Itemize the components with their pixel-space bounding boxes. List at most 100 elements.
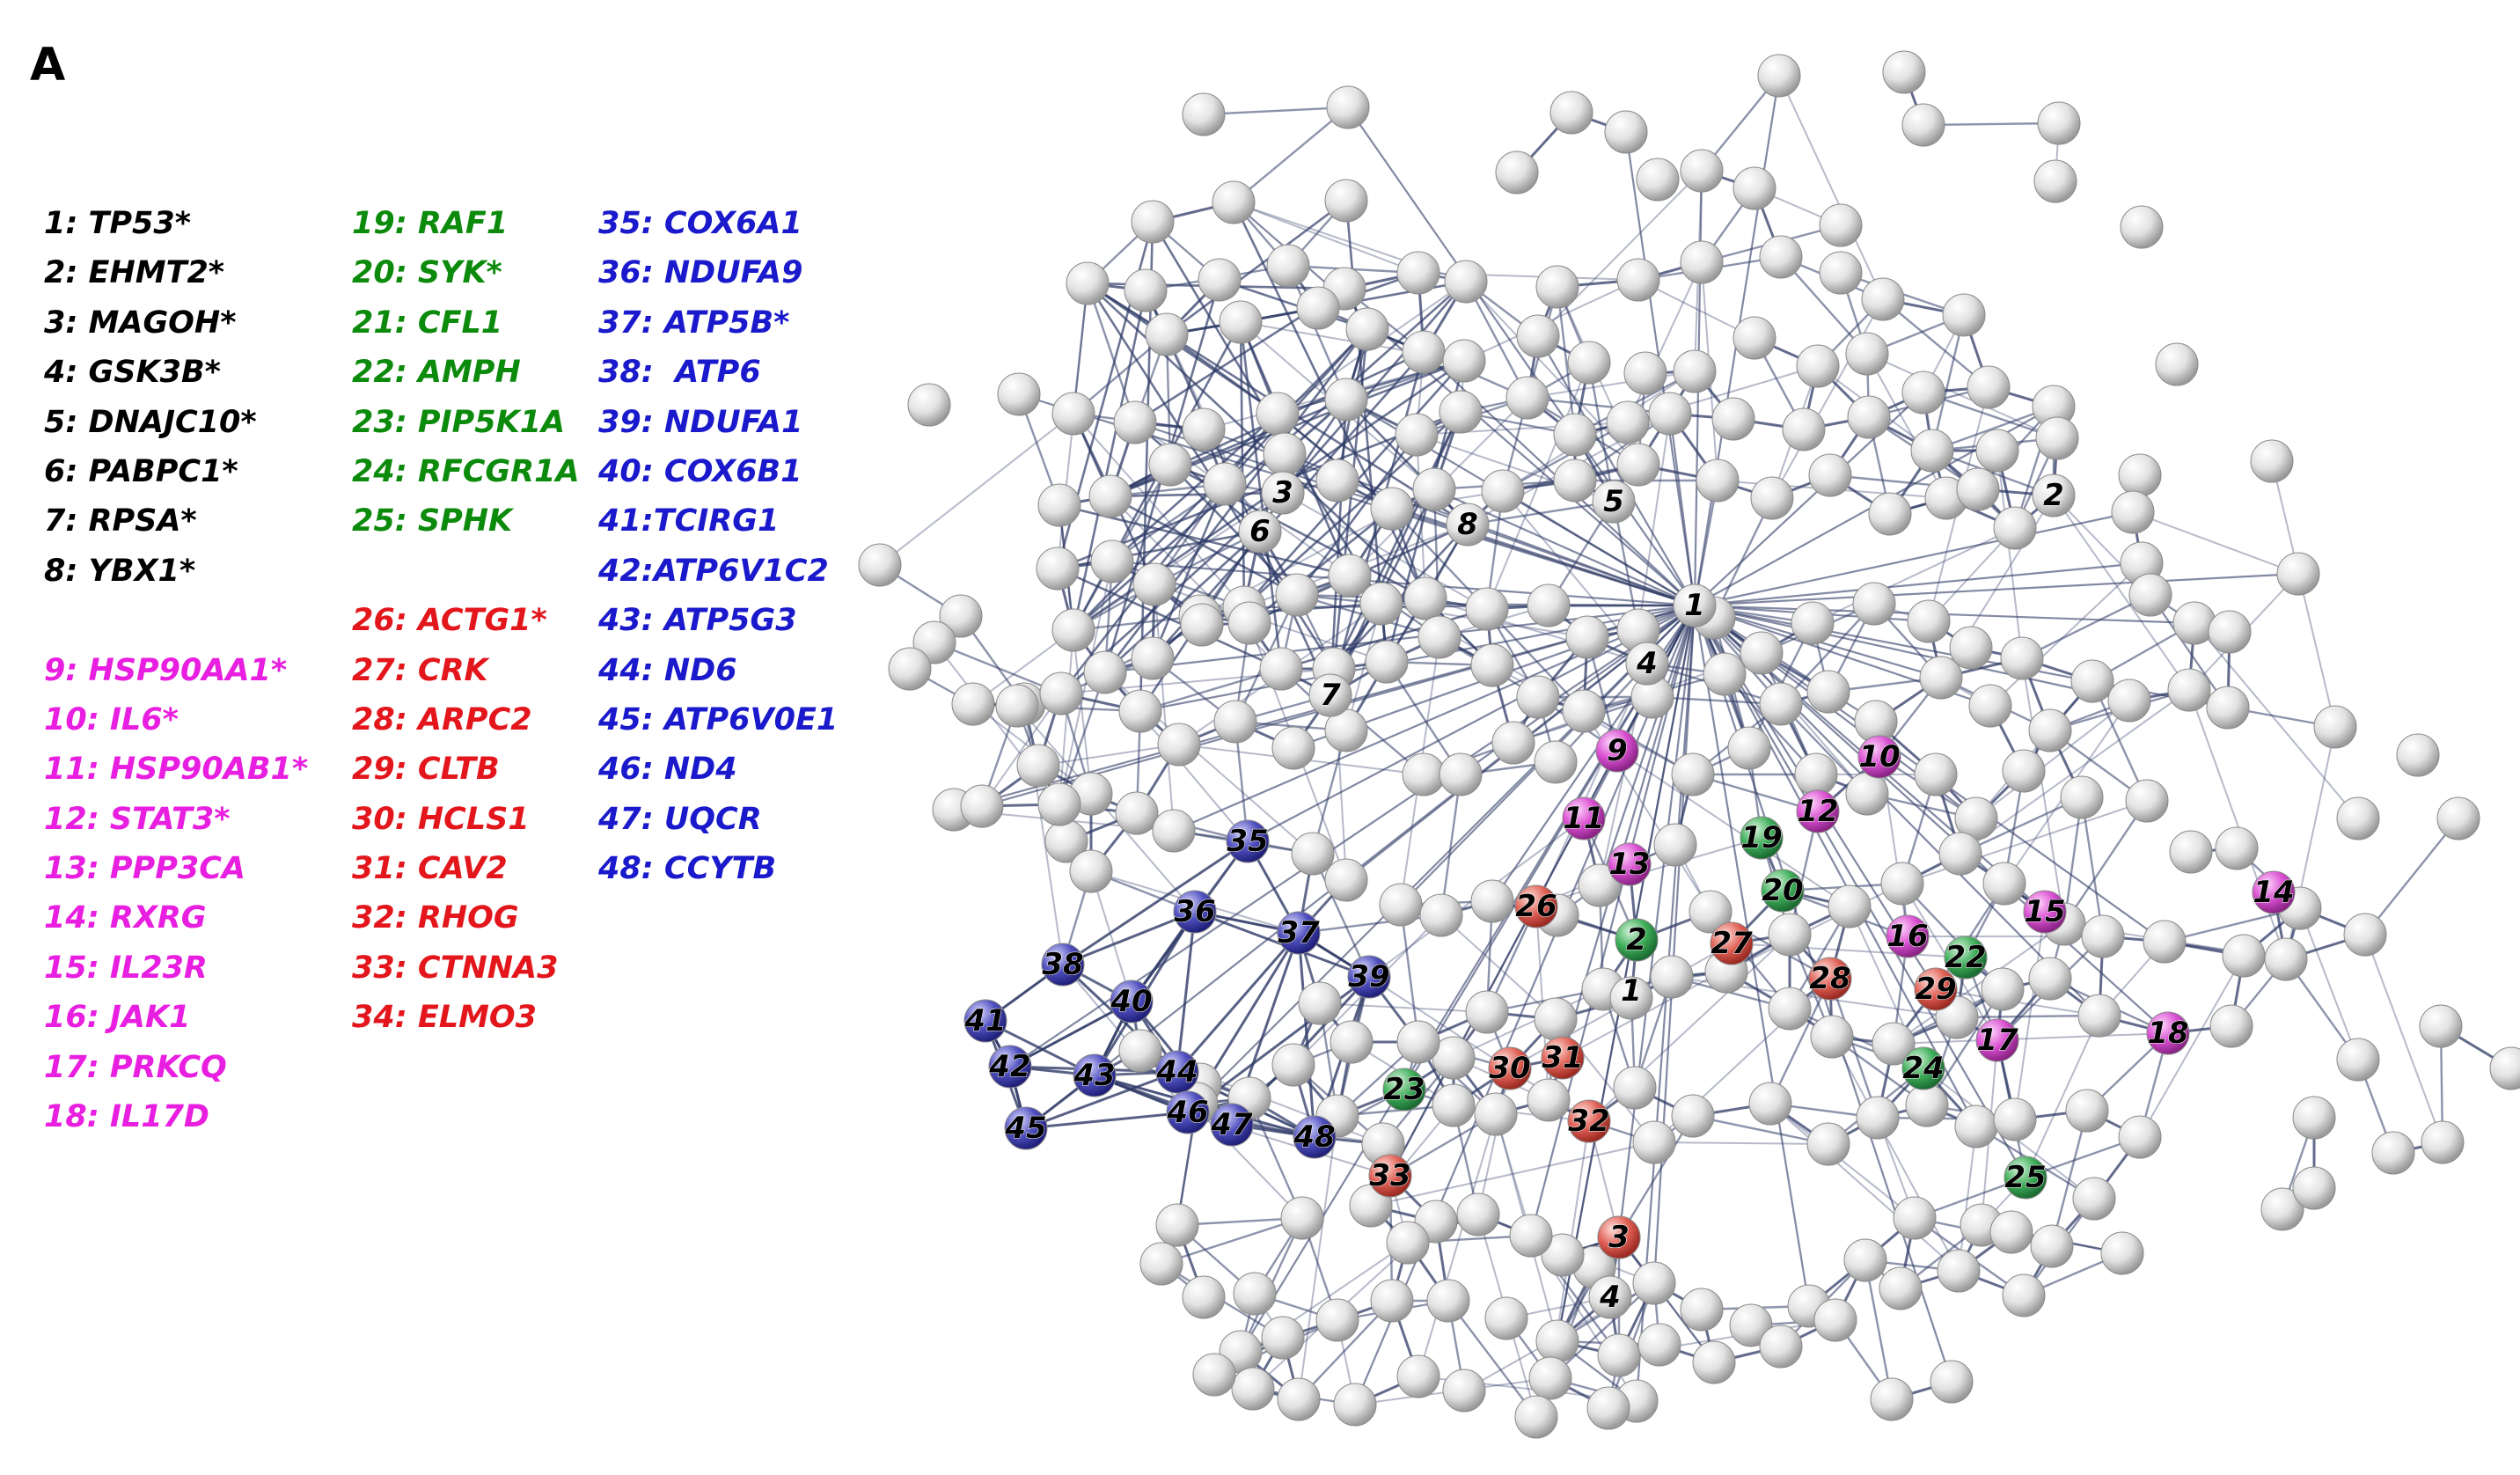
protein-node bbox=[1609, 976, 1653, 1020]
network-edge bbox=[1556, 286, 1577, 436]
network-edge bbox=[1956, 1014, 2100, 1019]
protein-node bbox=[1155, 1203, 1199, 1247]
protein-node bbox=[1379, 883, 1423, 927]
node-label: 29 bbox=[1915, 972, 1956, 1007]
protein-node-magenta bbox=[2146, 1011, 2190, 1055]
node-label: 35 bbox=[1227, 824, 1268, 859]
legend-entry: 44: ND6 bbox=[598, 652, 737, 688]
protein-node bbox=[1673, 349, 1717, 393]
legend-entry: 36: NDUFA9 bbox=[598, 255, 803, 291]
node-label: 12 bbox=[1797, 794, 1838, 829]
protein-node bbox=[960, 784, 1004, 828]
node-label: 19 bbox=[1740, 820, 1782, 855]
protein-node bbox=[1806, 1122, 1850, 1166]
protein-node bbox=[1516, 314, 1560, 358]
protein-node bbox=[1090, 539, 1134, 583]
protein-node bbox=[1259, 647, 1303, 691]
protein-node-red bbox=[1597, 1215, 1641, 1259]
protein-node bbox=[1182, 1275, 1226, 1319]
protein-node bbox=[1768, 987, 1812, 1031]
protein-node bbox=[1759, 1325, 1803, 1369]
protein-node bbox=[1152, 809, 1196, 853]
protein-node-magenta bbox=[1595, 729, 1639, 773]
protein-node bbox=[1256, 392, 1300, 436]
node-label: 1 bbox=[1684, 588, 1705, 623]
network-edge bbox=[1587, 362, 1615, 503]
protein-node bbox=[1051, 608, 1095, 652]
legend-entry: 22: AMPH bbox=[352, 355, 521, 391]
protein-node bbox=[2125, 779, 2169, 823]
network-edge bbox=[1134, 422, 1261, 532]
protein-node bbox=[1819, 203, 1863, 247]
protein-node bbox=[1514, 1395, 1558, 1439]
legend-entry: 19: RAF1 bbox=[352, 206, 509, 241]
protein-node bbox=[1794, 752, 1838, 796]
protein-node bbox=[1315, 1298, 1359, 1342]
legend-column-blue: 35: COX6A1 36: NDUFA9 37: ATP5B* 38: ATP6 39… bbox=[598, 199, 838, 893]
protein-node bbox=[2222, 934, 2266, 978]
legend-entry: 32: RHOG bbox=[352, 900, 519, 936]
network-edge bbox=[1549, 1282, 1655, 1379]
protein-node bbox=[2028, 708, 2072, 752]
network-edge bbox=[1353, 605, 1696, 1405]
protein-node bbox=[1901, 371, 1945, 415]
protein-node bbox=[1036, 547, 1080, 591]
legend-entry: 27: CRK bbox=[352, 652, 488, 688]
protein-node bbox=[1828, 884, 1872, 928]
protein-node bbox=[1432, 1083, 1476, 1127]
protein-node bbox=[1131, 636, 1175, 680]
protein-node bbox=[1439, 390, 1483, 434]
protein-node bbox=[2167, 668, 2211, 712]
network-edge bbox=[1923, 391, 2058, 440]
protein-node-green bbox=[1761, 869, 1805, 913]
network-edge bbox=[1282, 492, 1488, 610]
node-label: 15 bbox=[2024, 894, 2065, 929]
protein-node bbox=[1872, 1022, 1916, 1066]
network-edge bbox=[2063, 800, 2148, 925]
protein-node bbox=[1910, 429, 1954, 473]
node-label: 30 bbox=[1489, 1051, 1530, 1086]
protein-node bbox=[1930, 1360, 1974, 1404]
network-edge bbox=[1059, 413, 1279, 694]
network-edge bbox=[2150, 594, 2229, 708]
node-label: 31 bbox=[1542, 1040, 1583, 1075]
network-edge bbox=[1693, 605, 1811, 1307]
protein-node bbox=[1456, 1192, 1500, 1237]
network-edge bbox=[1960, 796, 2083, 855]
protein-node bbox=[1982, 862, 2026, 906]
protein-node bbox=[1938, 832, 1982, 876]
node-label: 17 bbox=[1976, 1023, 2018, 1058]
network-edge bbox=[1637, 413, 1671, 631]
protein-node-magenta bbox=[1857, 735, 1901, 779]
network-edge bbox=[1139, 399, 1348, 712]
protein-node bbox=[1182, 407, 1226, 451]
protein-node bbox=[1759, 682, 1803, 726]
legend-entry: 6: PABPC1* bbox=[44, 453, 238, 489]
node-label: 2 bbox=[1626, 922, 1647, 958]
legend-entry: 41:TCIRG1 bbox=[598, 503, 780, 539]
protein-node bbox=[2037, 101, 2081, 145]
protein-node bbox=[1968, 684, 2012, 728]
protein-node bbox=[2028, 957, 2072, 1001]
protein-node-blue bbox=[1293, 1115, 1337, 1159]
network-edge bbox=[1930, 314, 1966, 451]
protein-node-blue bbox=[1155, 1050, 1199, 1094]
protein-node bbox=[1470, 643, 1514, 687]
protein-node bbox=[1271, 726, 1315, 770]
protein-node bbox=[1396, 251, 1440, 295]
node-label: 47 bbox=[1210, 1107, 1253, 1142]
protein-node bbox=[1880, 862, 1924, 906]
protein-node bbox=[1535, 265, 1579, 309]
protein-node bbox=[2072, 1177, 2116, 1221]
protein-node bbox=[1791, 601, 1835, 645]
protein-node bbox=[1308, 673, 1352, 717]
node-label: 20 bbox=[1762, 873, 1803, 908]
network-edge bbox=[1347, 106, 1696, 606]
node-label: 14 bbox=[2253, 875, 2294, 910]
protein-node bbox=[1118, 689, 1162, 733]
legend-entry: 38: ATP6 bbox=[598, 355, 761, 391]
protein-node bbox=[1213, 700, 1257, 744]
network-edge bbox=[1780, 256, 1868, 355]
node-label: 10 bbox=[1858, 739, 1900, 774]
protein-node bbox=[1813, 1298, 1857, 1342]
